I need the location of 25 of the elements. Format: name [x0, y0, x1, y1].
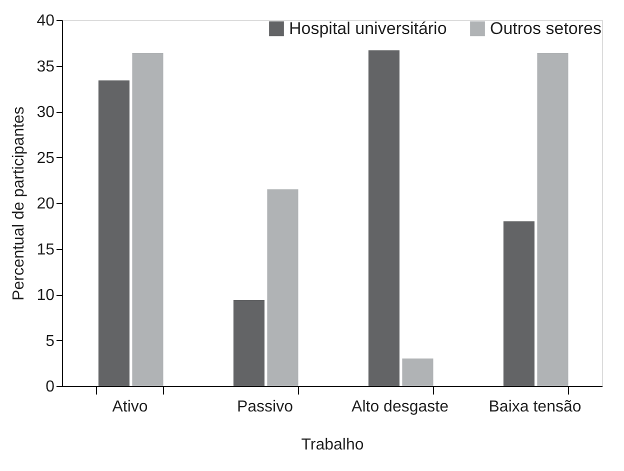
y-tick-label: 35: [36, 58, 55, 76]
legend-label: Hospital universitário: [289, 18, 447, 38]
legend-label: Outros setores: [490, 18, 602, 38]
x-axis-title: Trabalho: [301, 436, 364, 454]
y-tick-label: 5: [46, 332, 55, 350]
x-tick-label: Passivo: [236, 398, 294, 416]
bar: [233, 300, 264, 386]
bar: [267, 189, 298, 386]
y-tick-label: 40: [36, 12, 55, 30]
bar: [537, 52, 568, 386]
bar: [402, 358, 434, 386]
y-tick-label: 20: [36, 196, 55, 212]
x-tick-label: Ativo: [112, 398, 148, 416]
bar: [132, 52, 164, 386]
bar: [368, 50, 400, 386]
y-tick-label: 15: [36, 241, 55, 258]
y-tick-label: 0: [46, 378, 55, 396]
bar: [503, 221, 534, 386]
bar: [98, 80, 130, 386]
y-axis-title: Percentual de participantes: [10, 106, 28, 300]
y-tick-label: 10: [36, 287, 55, 304]
x-tick-label: Alto desgaste: [352, 398, 449, 416]
y-tick-label: 25: [36, 150, 55, 167]
x-tick-label: Baixa tensão: [488, 398, 582, 416]
y-tick-label: 30: [36, 104, 55, 121]
